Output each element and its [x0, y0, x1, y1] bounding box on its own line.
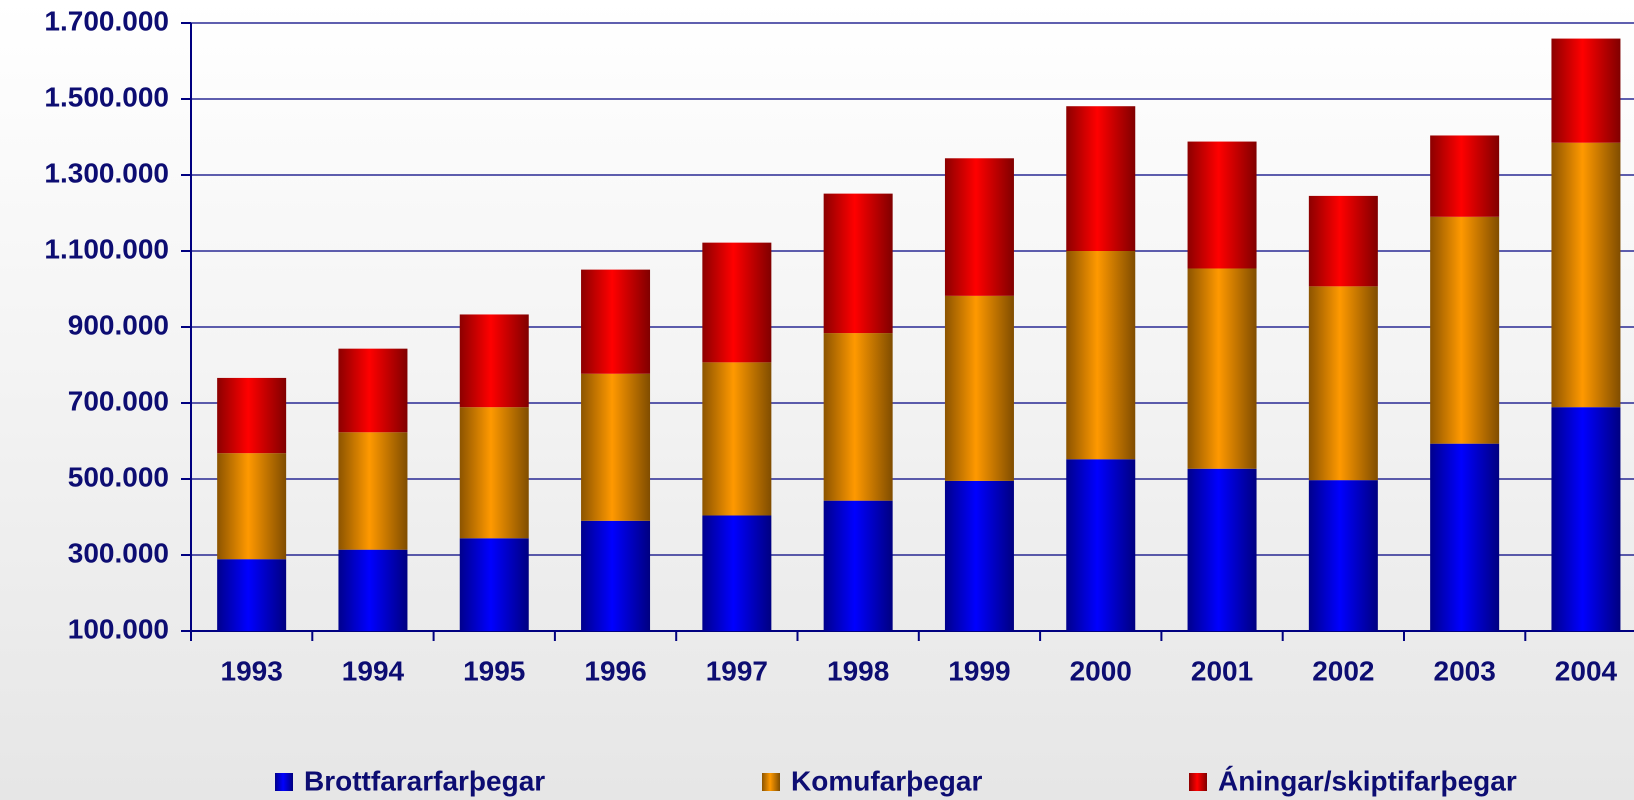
bar-segment [823, 333, 893, 501]
legend-label: Áningar/skiptifarþegar [1218, 765, 1517, 796]
bar-segment [1551, 407, 1621, 631]
bar-segment [217, 453, 287, 560]
bar-segment [217, 377, 287, 454]
x-tick-label: 1993 [221, 655, 283, 686]
bar-segment [702, 242, 772, 363]
x-tick-label: 1995 [463, 655, 525, 686]
x-tick-label: 1997 [706, 655, 768, 686]
bar-segment [581, 373, 651, 521]
legend-swatch [275, 773, 293, 791]
legend-label: Komufarþegar [791, 765, 982, 796]
bar-segment [1066, 459, 1136, 631]
y-tick-label: 700.000 [68, 385, 169, 416]
bar-segment [1308, 195, 1378, 287]
bar-segment [944, 158, 1014, 296]
bar-segment [459, 407, 529, 539]
x-tick-label: 2002 [1312, 655, 1374, 686]
legend-label: Brottfararfarþegar [304, 765, 545, 796]
bar-segment [1066, 106, 1136, 251]
y-tick-label: 100.000 [68, 613, 169, 644]
bar-segment [338, 348, 408, 433]
x-tick-label: 1998 [827, 655, 889, 686]
bar-segment [944, 480, 1014, 631]
y-tick-label: 300.000 [68, 537, 169, 568]
y-tick-label: 900.000 [68, 309, 169, 340]
x-tick-label: 2004 [1555, 655, 1618, 686]
bar-segment [459, 314, 529, 408]
bar-segment [1066, 251, 1136, 460]
bar-segment [1430, 135, 1500, 217]
legend-swatch [762, 773, 780, 791]
y-tick-label: 500.000 [68, 461, 169, 492]
x-tick-label: 2000 [1070, 655, 1132, 686]
bar-segment [1430, 216, 1500, 444]
bar-segment [1430, 443, 1500, 631]
bar-segment [823, 500, 893, 631]
y-tick-label: 1.500.000 [44, 81, 169, 112]
bar-segment [217, 559, 287, 631]
bar-segment [459, 538, 529, 631]
bar-segment [338, 432, 408, 550]
bar-segment [1551, 38, 1621, 143]
bar-segment [1187, 268, 1257, 469]
y-tick-label: 1.300.000 [44, 157, 169, 188]
bar-segment [944, 295, 1014, 481]
bar-segment [1187, 141, 1257, 269]
bar-segment [702, 515, 772, 631]
legend-swatch [1189, 773, 1207, 791]
bar-segment [702, 362, 772, 516]
bar-segment [1187, 468, 1257, 631]
x-tick-label: 2003 [1434, 655, 1496, 686]
bar-segment [338, 549, 408, 631]
bar-segment [1308, 480, 1378, 631]
bar-segment [1308, 286, 1378, 481]
bar-segment [581, 269, 651, 374]
x-tick-label: 1999 [948, 655, 1010, 686]
bar-segment [1551, 142, 1621, 408]
bar-segment [823, 193, 893, 334]
y-tick-label: 1.700.000 [44, 5, 169, 36]
bar-segment [581, 520, 651, 631]
y-tick-label: 1.100.000 [44, 233, 169, 264]
x-tick-label: 1994 [342, 655, 405, 686]
x-tick-label: 1996 [584, 655, 646, 686]
x-tick-label: 2001 [1191, 655, 1253, 686]
